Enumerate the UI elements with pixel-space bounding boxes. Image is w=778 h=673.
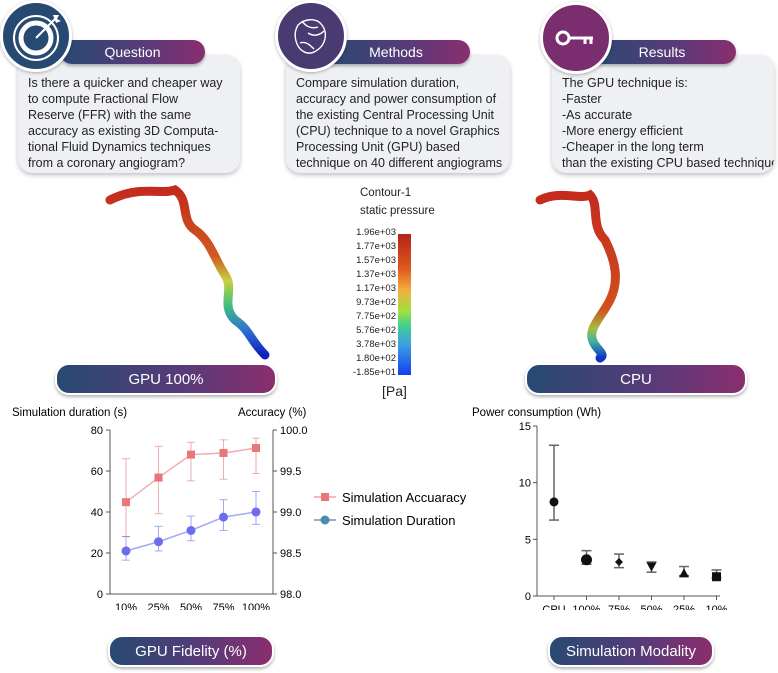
results-box: The GPU technique is: -Faster -As accura… xyxy=(552,55,774,173)
data-point xyxy=(154,473,163,482)
simulation-modality-label: Simulation Modality xyxy=(548,635,714,667)
colorbar-tick: 1.96e+03 xyxy=(356,227,396,238)
gpu-fidelity-label: GPU Fidelity (%) xyxy=(108,635,274,667)
data-point xyxy=(252,444,260,453)
data-point xyxy=(187,450,195,459)
x-tick-label: 75% xyxy=(608,604,630,610)
gpu-100-label: GPU 100% xyxy=(55,363,277,395)
legend-label: Simulation Accuaracy xyxy=(342,490,467,505)
colorbar-tick: 1.77e+03 xyxy=(356,241,396,252)
data-point xyxy=(186,525,196,535)
data-point xyxy=(646,562,657,572)
data-point xyxy=(549,497,559,507)
colorbar-tick: 1.57e+03 xyxy=(356,255,396,266)
right-axis-label: Accuracy (%) xyxy=(238,407,307,419)
y-tick-label: 99.5 xyxy=(280,466,301,478)
x-tick-label: CPU xyxy=(542,604,565,610)
data-point xyxy=(121,546,131,556)
y-tick-label: 100.0 xyxy=(280,425,308,437)
data-point xyxy=(219,512,228,522)
legend-label: Simulation Duration xyxy=(342,513,455,528)
y-tick-label: 0 xyxy=(525,591,531,603)
data-point xyxy=(712,572,721,582)
x-tick-label: 75% xyxy=(212,602,234,610)
x-tick-label: 25% xyxy=(673,604,695,610)
target-icon xyxy=(0,0,72,72)
vessel-renderings xyxy=(105,185,620,363)
legend-marker xyxy=(321,493,329,501)
heart-icon xyxy=(275,0,347,72)
data-point xyxy=(679,568,689,578)
y-tick-label: 80 xyxy=(91,425,103,437)
colorbar-tick: 1.17e+03 xyxy=(356,283,396,294)
y-tick-label: 40 xyxy=(91,507,103,519)
x-tick-label: 10% xyxy=(115,602,137,610)
y-tick-label: 98.0 xyxy=(280,589,301,601)
data-point xyxy=(581,554,592,566)
data-point xyxy=(251,507,261,517)
x-tick-label: 100% xyxy=(572,604,600,610)
key-icon xyxy=(540,2,612,74)
data-point xyxy=(154,537,163,547)
y-tick-label: 60 xyxy=(91,466,103,478)
left-axis-label: Simulation duration (s) xyxy=(12,407,127,419)
data-point xyxy=(219,448,228,457)
fidelity-chart: Simulation duration (s) Accuracy (%) 0 20 40… xyxy=(12,407,467,610)
x-tick-label: 50% xyxy=(180,602,202,610)
x-tick-label: 10% xyxy=(705,604,727,610)
colorbar-title: Contour-1 xyxy=(360,187,412,199)
colorbar-tick: 1.80e+02 xyxy=(356,353,396,364)
colorbar-tick: 3.78e+03 xyxy=(356,339,396,350)
results-header: Results xyxy=(588,40,736,64)
y-axis-label: Power consumption (Wh) xyxy=(472,407,601,419)
colorbar xyxy=(398,234,411,375)
cpu-label: CPU xyxy=(525,363,747,395)
question-header: Question xyxy=(60,40,205,64)
y-tick-label: 98.5 xyxy=(280,548,301,560)
y-tick-label: 20 xyxy=(91,548,103,560)
gpu-vessel xyxy=(105,185,270,360)
colorbar-unit: [Pa] xyxy=(382,383,407,399)
methods-box: Compare simulation duration, accuracy an… xyxy=(286,55,510,173)
colorbar-subtitle: static pressure xyxy=(360,205,435,217)
power-chart: Power consumption (Wh) 0 5 10 15 CPU 100% 75% 50… xyxy=(472,407,728,610)
x-tick-label: 100% xyxy=(242,602,270,610)
x-tick-label: 25% xyxy=(147,602,169,610)
y-tick-label: 0 xyxy=(97,589,103,601)
methods-header: Methods xyxy=(322,40,470,64)
cpu-vessel xyxy=(535,189,620,363)
colorbar-tick: 9.73e+02 xyxy=(356,297,396,308)
y-tick-label: 5 xyxy=(525,534,531,546)
data-point xyxy=(615,558,623,566)
colorbar-tick: 7.75e+02 xyxy=(356,311,396,322)
question-box: Is there a quicker and cheaper way to co… xyxy=(18,55,240,173)
y-tick-label: 10 xyxy=(519,478,531,490)
x-tick-label: 50% xyxy=(640,604,662,610)
colorbar-tick: 5.76e+02 xyxy=(356,325,396,336)
legend-marker xyxy=(320,515,330,525)
colorbar-tick: 1.37e+03 xyxy=(356,269,396,280)
data-point xyxy=(122,498,130,507)
y-tick-label: 15 xyxy=(519,421,531,433)
y-tick-label: 99.0 xyxy=(280,507,301,519)
colorbar-tick: -1.85e+01 xyxy=(352,367,396,378)
